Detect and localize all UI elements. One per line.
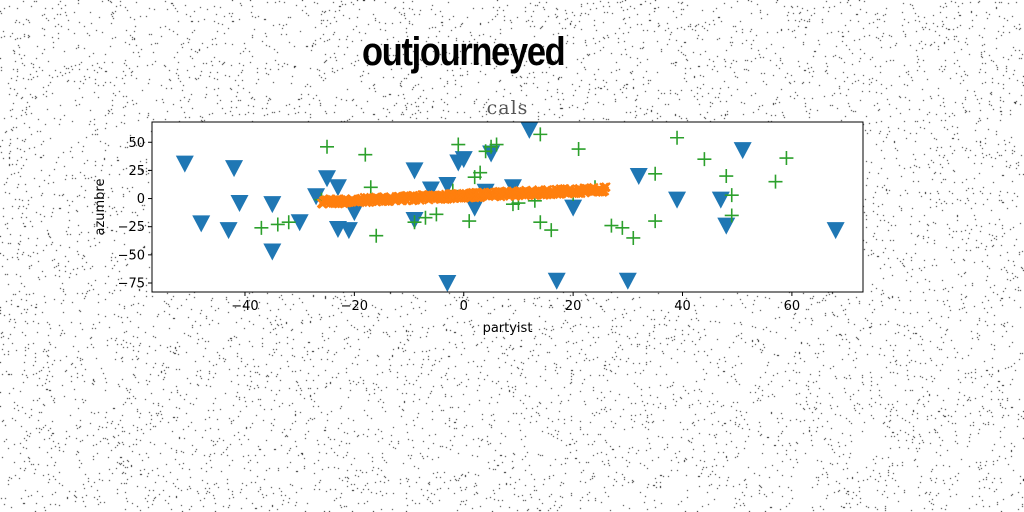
triangle-point (345, 204, 364, 222)
y-tick-label: −75 (118, 276, 145, 291)
triangle-point (618, 272, 637, 290)
plot-background (152, 122, 863, 292)
triangle-point (465, 199, 484, 217)
triangle-point (503, 179, 522, 197)
triangle-point (717, 217, 736, 235)
plus-point (429, 207, 444, 222)
triangle-point (230, 195, 249, 213)
plus-point (270, 217, 285, 232)
triangle-point (307, 188, 326, 206)
plus-point (615, 220, 630, 235)
triangle-point (438, 274, 457, 292)
plus-point (724, 208, 739, 223)
chart-title: cals (487, 97, 529, 119)
y-tick-label: −25 (118, 220, 145, 235)
y-tick-label: 50 (128, 136, 145, 151)
triangle-point (318, 170, 337, 188)
plus-point (724, 188, 739, 203)
plus-point (254, 220, 269, 235)
triangle-point (668, 191, 687, 209)
series-group (175, 122, 845, 292)
triangle-point (263, 243, 282, 261)
plus-point (697, 152, 712, 167)
y-tick-label: 0 (137, 192, 145, 207)
plus-point (571, 142, 586, 157)
plus-point (281, 215, 296, 230)
x-tick-label: 40 (674, 299, 691, 314)
plus-point (473, 165, 488, 180)
plus-point (462, 214, 477, 229)
plus-point (484, 139, 499, 154)
triangle-point (328, 179, 347, 197)
plus-point (626, 230, 641, 245)
triangle-point (826, 222, 845, 240)
triangle-point (339, 222, 358, 240)
plus-point (451, 137, 466, 152)
plus-point (489, 137, 504, 152)
plus-point (407, 215, 422, 230)
plus-point (779, 151, 794, 166)
x-tick-label: −40 (231, 299, 258, 314)
y-tick-label: 25 (128, 164, 145, 179)
x-tick-label: −20 (341, 299, 368, 314)
x-tick-label: 0 (460, 299, 468, 314)
y-tick-label: −50 (118, 248, 145, 263)
y-axis-label: azumbre (93, 178, 108, 235)
plot-frame (151, 121, 864, 293)
x-axis-label: partyist (483, 321, 533, 336)
triangle-point (564, 199, 583, 217)
chart-marks (152, 122, 863, 292)
triangle-point (547, 272, 566, 290)
triangle-point (520, 122, 539, 139)
triangle-point (225, 160, 244, 178)
x-tick-label: 20 (565, 299, 582, 314)
plus-point (768, 174, 783, 189)
triangle-point (192, 215, 211, 233)
plus-point (358, 147, 373, 162)
triangle-point (290, 214, 309, 232)
plus-point (648, 166, 663, 181)
plus-point (544, 223, 559, 238)
plus-point (418, 210, 433, 225)
triangle-point (438, 177, 457, 195)
x-tick-label: 60 (784, 299, 801, 314)
triangle-point (405, 162, 424, 180)
plus-point (719, 169, 734, 184)
triangle-point (175, 155, 194, 173)
plus-point (320, 139, 335, 154)
plus-point (604, 218, 619, 233)
triangle-point (629, 168, 648, 186)
triangle-point (454, 151, 473, 169)
triangle-point (482, 145, 501, 163)
plus-point (369, 228, 384, 243)
triangle-point (219, 222, 238, 240)
triangle-point (421, 181, 440, 199)
triangle-point (733, 142, 752, 160)
chart-axes: −40 −20 0 20 40 60 −75 −50 −25 0 25 50 (118, 136, 801, 314)
banner-title: outjourneyed (362, 30, 566, 74)
plus-point (533, 127, 548, 142)
plus-point (363, 180, 378, 195)
x-point (601, 182, 611, 192)
triangle-point (263, 196, 282, 214)
plus-point (670, 130, 685, 145)
plus-point (648, 214, 663, 229)
plus-point (533, 215, 548, 230)
